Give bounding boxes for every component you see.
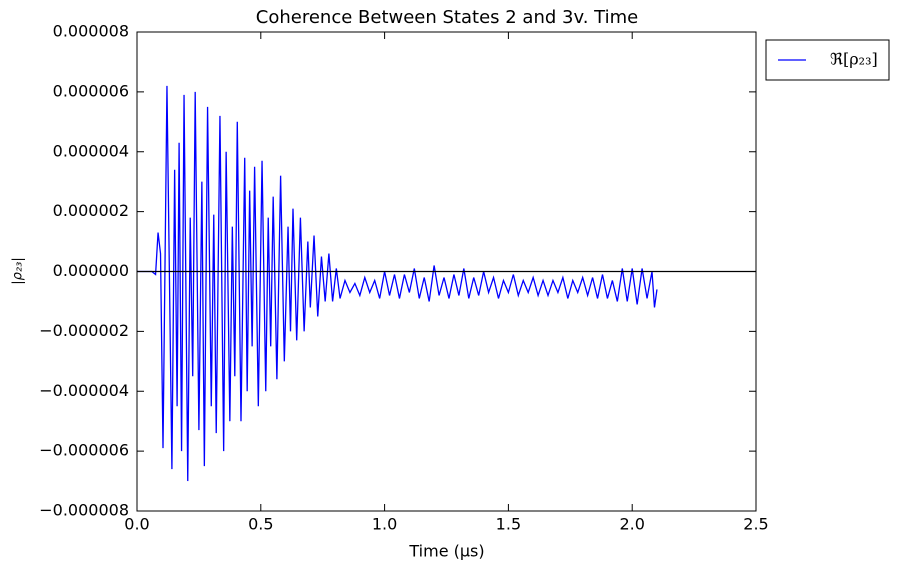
y-tick-label: −0.000002 — [39, 321, 129, 340]
y-tick-label: −0.000004 — [39, 381, 129, 400]
y-tick-label: −0.000006 — [39, 441, 129, 460]
y-tick-label: 0.000000 — [53, 261, 129, 280]
y-tick-label: 0.000006 — [53, 81, 129, 100]
plot-frame — [136, 31, 757, 512]
x-tick-label: 1.0 — [372, 515, 397, 534]
x-axis-label: Time (μs) — [408, 542, 484, 561]
legend-label: ℜ[ρ₂₃] — [830, 50, 878, 69]
x-tick-label: 0.0 — [124, 515, 149, 534]
y-tick-label: 0.000008 — [53, 22, 129, 41]
data-line — [137, 85, 658, 482]
x-tick-label: 0.5 — [248, 515, 273, 534]
x-tick-label: 1.5 — [496, 515, 521, 534]
chart-title: Coherence Between States 2 and 3v. Time — [256, 7, 638, 28]
y-tick-label: −0.000008 — [39, 501, 129, 520]
x-tick-label: 2.0 — [619, 515, 644, 534]
y-tick-label: 0.000002 — [53, 201, 129, 220]
y-tick-label: 0.000004 — [53, 141, 129, 160]
y-axis-label: |ρ₂₃| — [11, 257, 26, 284]
x-tick-label: 2.5 — [743, 515, 768, 534]
